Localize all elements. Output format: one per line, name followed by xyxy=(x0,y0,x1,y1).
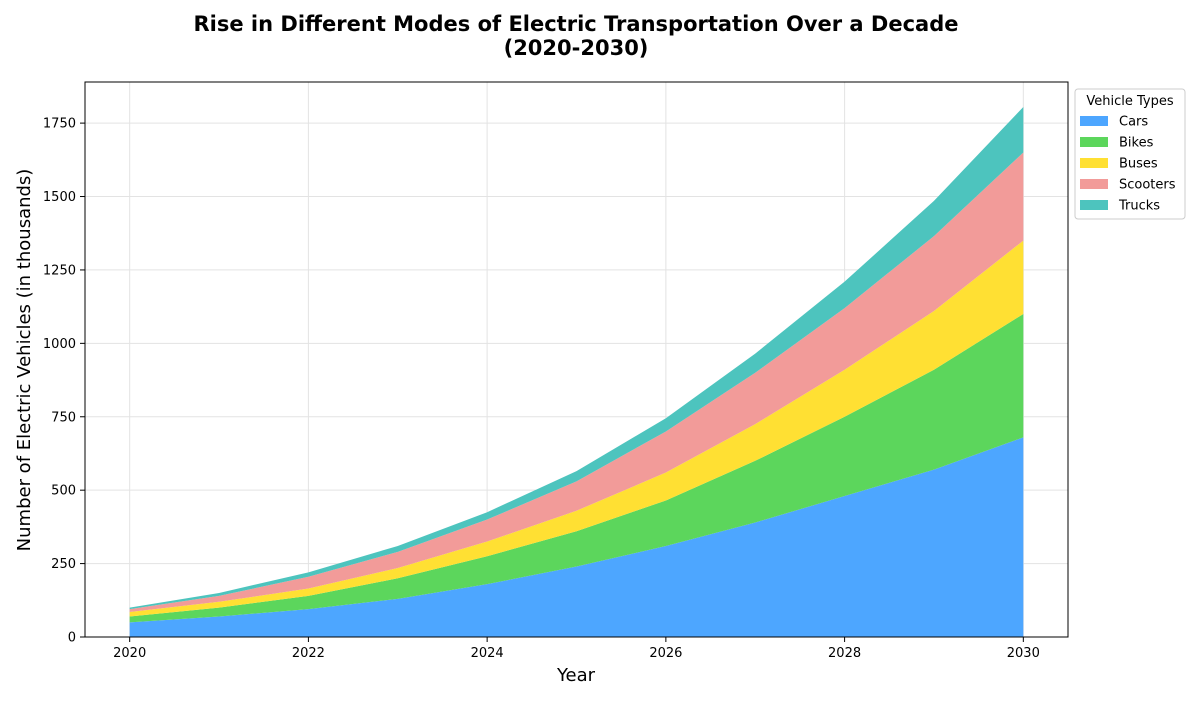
area-cars xyxy=(129,437,1024,637)
legend-swatch-scooters xyxy=(1080,179,1108,189)
y-tick-label: 750 xyxy=(51,410,76,425)
legend-label-buses: Buses xyxy=(1119,157,1158,172)
x-tick-label: 2024 xyxy=(471,646,504,661)
axis-layer: 2020 2022 2024 2026 2028 2030 0 250 500 750 1000 12… xyxy=(43,81,1069,661)
y-tick-label: 1750 xyxy=(43,117,76,132)
legend-label-bikes: Bikes xyxy=(1119,136,1154,151)
chart-title-line2: (2020-2030) xyxy=(504,36,649,60)
x-tick-label: 2020 xyxy=(113,646,146,661)
area-layer xyxy=(129,106,1024,637)
legend-swatch-bikes xyxy=(1080,137,1108,147)
legend-swatch-trucks xyxy=(1080,200,1108,210)
y-axis-label: Number of Electric Vehicles (in thousand… xyxy=(14,169,35,552)
area-bikes xyxy=(129,313,1024,623)
chart-title-line1: Rise in Different Modes of Electric Tran… xyxy=(194,12,959,36)
x-axis-label: Year xyxy=(556,665,596,686)
legend-label-scooters: Scooters xyxy=(1119,178,1176,193)
plot-frame xyxy=(84,81,1069,638)
y-tick-label: 250 xyxy=(51,557,76,572)
legend-label-trucks: Trucks xyxy=(1118,199,1160,214)
y-tick-label: 0 xyxy=(68,631,76,646)
legend: Vehicle Types Cars Bikes Buses Scooters Truck… xyxy=(1074,88,1186,220)
legend-label-cars: Cars xyxy=(1119,115,1148,130)
y-tick-label: 1000 xyxy=(43,337,76,352)
x-tick-label: 2028 xyxy=(828,646,861,661)
x-tick-label: 2026 xyxy=(649,646,682,661)
legend-swatch-buses xyxy=(1080,158,1108,168)
legend-title: Vehicle Types xyxy=(1086,94,1173,109)
legend-swatch-cars xyxy=(1080,116,1108,126)
y-tick-label: 500 xyxy=(51,484,76,499)
y-tick-label: 1250 xyxy=(43,263,76,278)
y-tick-label: 1500 xyxy=(43,190,76,205)
x-tick-label: 2022 xyxy=(292,646,325,661)
x-tick-label: 2030 xyxy=(1007,646,1040,661)
